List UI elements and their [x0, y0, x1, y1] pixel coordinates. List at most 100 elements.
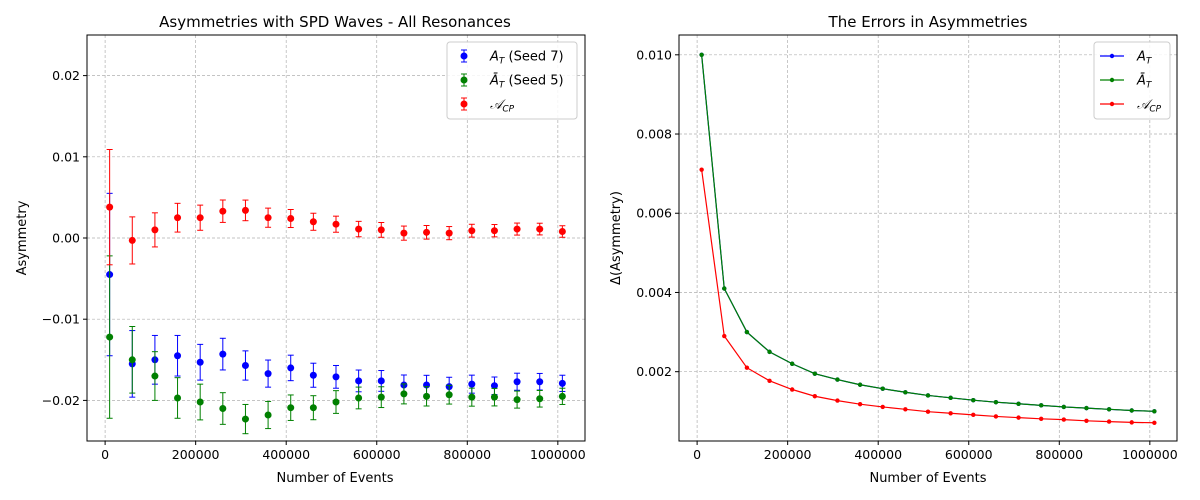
data-point	[106, 333, 114, 341]
data-point	[880, 404, 885, 410]
data-point	[857, 382, 863, 387]
legend-label: ĀT	[1136, 74, 1153, 91]
data-point	[196, 398, 204, 406]
data-point	[400, 390, 408, 398]
data-point	[699, 167, 704, 172]
legend-item: ĀT (Seed 5)	[460, 73, 564, 91]
y-tick-label: 0.02	[52, 68, 80, 83]
plot-frame	[86, 34, 586, 442]
data-point	[490, 227, 498, 235]
data-point	[971, 412, 976, 418]
data-point	[536, 378, 544, 386]
x-tick-label: 1000000	[1122, 447, 1178, 462]
x-tick-label: 400000	[854, 447, 902, 462]
data-point	[423, 228, 431, 236]
data-point	[767, 378, 772, 383]
data-point	[1061, 404, 1067, 410]
legend-label: 𝒜CP	[1137, 98, 1162, 115]
data-point	[377, 226, 385, 234]
axis-ticks: 0 200000 400000 600000 800000 1000000 0.002 0.0…	[636, 47, 1178, 462]
data-point	[925, 409, 931, 414]
data-point	[857, 401, 863, 407]
x-tick-label: 200000	[172, 447, 220, 462]
data-point	[513, 225, 521, 233]
data-point	[219, 405, 227, 413]
data-point	[722, 286, 727, 291]
data-point	[332, 398, 340, 406]
x-tick-label: 200000	[764, 447, 812, 462]
x-tick-label: 800000	[443, 447, 491, 462]
axis-ticks: 0 200000 400000 600000 800000 1000000 −0.02 −0.…	[42, 68, 586, 462]
data-point	[767, 349, 772, 355]
data-point	[536, 225, 544, 233]
data-point	[835, 398, 840, 403]
data-point	[1129, 408, 1134, 413]
legend-box	[446, 41, 578, 120]
data-point	[1038, 403, 1044, 408]
data-point	[355, 225, 363, 233]
legend-item: 𝒜CP	[1100, 98, 1162, 115]
data-point	[287, 404, 295, 412]
data-point	[948, 411, 953, 416]
data-point	[219, 350, 227, 358]
x-tick-label: 0	[101, 447, 109, 462]
data-point	[174, 214, 182, 222]
y-tick-label: 0.00	[52, 231, 80, 246]
legend-marker	[1109, 101, 1115, 107]
data-point	[1129, 420, 1134, 425]
data-point	[490, 382, 498, 390]
legend-label: 𝒜CP	[490, 98, 515, 115]
data-point	[128, 356, 136, 364]
data-point	[264, 411, 272, 419]
data-point	[903, 390, 908, 395]
data-point	[151, 226, 159, 234]
legend-item: AT (Seed 7)	[460, 49, 564, 67]
plot-frame	[678, 34, 1178, 442]
data-point	[106, 203, 114, 211]
data-point	[558, 228, 566, 236]
data-point	[789, 361, 795, 366]
legend-item: ĀT	[1100, 74, 1153, 91]
x-tick-label: 0	[693, 447, 701, 462]
data-point	[536, 395, 544, 403]
data-point	[468, 227, 476, 235]
data-point	[287, 364, 295, 372]
data-point	[1016, 415, 1021, 420]
data-point	[993, 399, 999, 405]
data-point	[558, 379, 566, 387]
data-point	[400, 229, 408, 237]
data-point	[903, 407, 908, 412]
series-1	[699, 52, 1157, 414]
data-point	[174, 394, 182, 402]
y-tick-label: 0.002	[636, 364, 672, 379]
legend: AT (Seed 7) ĀT (Seed 5) 𝒜CP	[446, 41, 578, 120]
data-point	[1038, 416, 1044, 422]
data-point	[1152, 420, 1157, 425]
x-axis-label: Number of Events	[869, 471, 986, 486]
y-tick-label: 0.01	[52, 149, 80, 164]
data-point	[744, 365, 750, 370]
x-tick-label: 1000000	[530, 447, 586, 462]
data-point	[490, 393, 498, 401]
data-point	[355, 394, 363, 402]
data-point	[948, 395, 953, 401]
data-point	[744, 329, 750, 335]
x-tick-label: 600000	[945, 447, 993, 462]
data-point	[174, 352, 182, 360]
legend-label: ĀT (Seed 5)	[489, 74, 564, 91]
legend-marker	[460, 100, 468, 108]
data-point	[993, 414, 999, 419]
x-axis-label: Number of Events	[276, 471, 393, 486]
data-point	[196, 214, 204, 222]
chart-title: Asymmetries with SPD Waves - All Resonan…	[159, 13, 511, 31]
y-tick-label: 0.004	[636, 285, 672, 300]
y-tick-label: −0.01	[42, 312, 80, 327]
x-tick-label: 600000	[353, 447, 401, 462]
data-point	[241, 361, 249, 369]
data-point	[558, 392, 566, 400]
y-tick-label: 0.006	[636, 206, 672, 221]
data-point	[264, 370, 272, 378]
data-point	[355, 377, 363, 385]
y-axis-label: Δ(Asymmetry)	[609, 191, 624, 285]
